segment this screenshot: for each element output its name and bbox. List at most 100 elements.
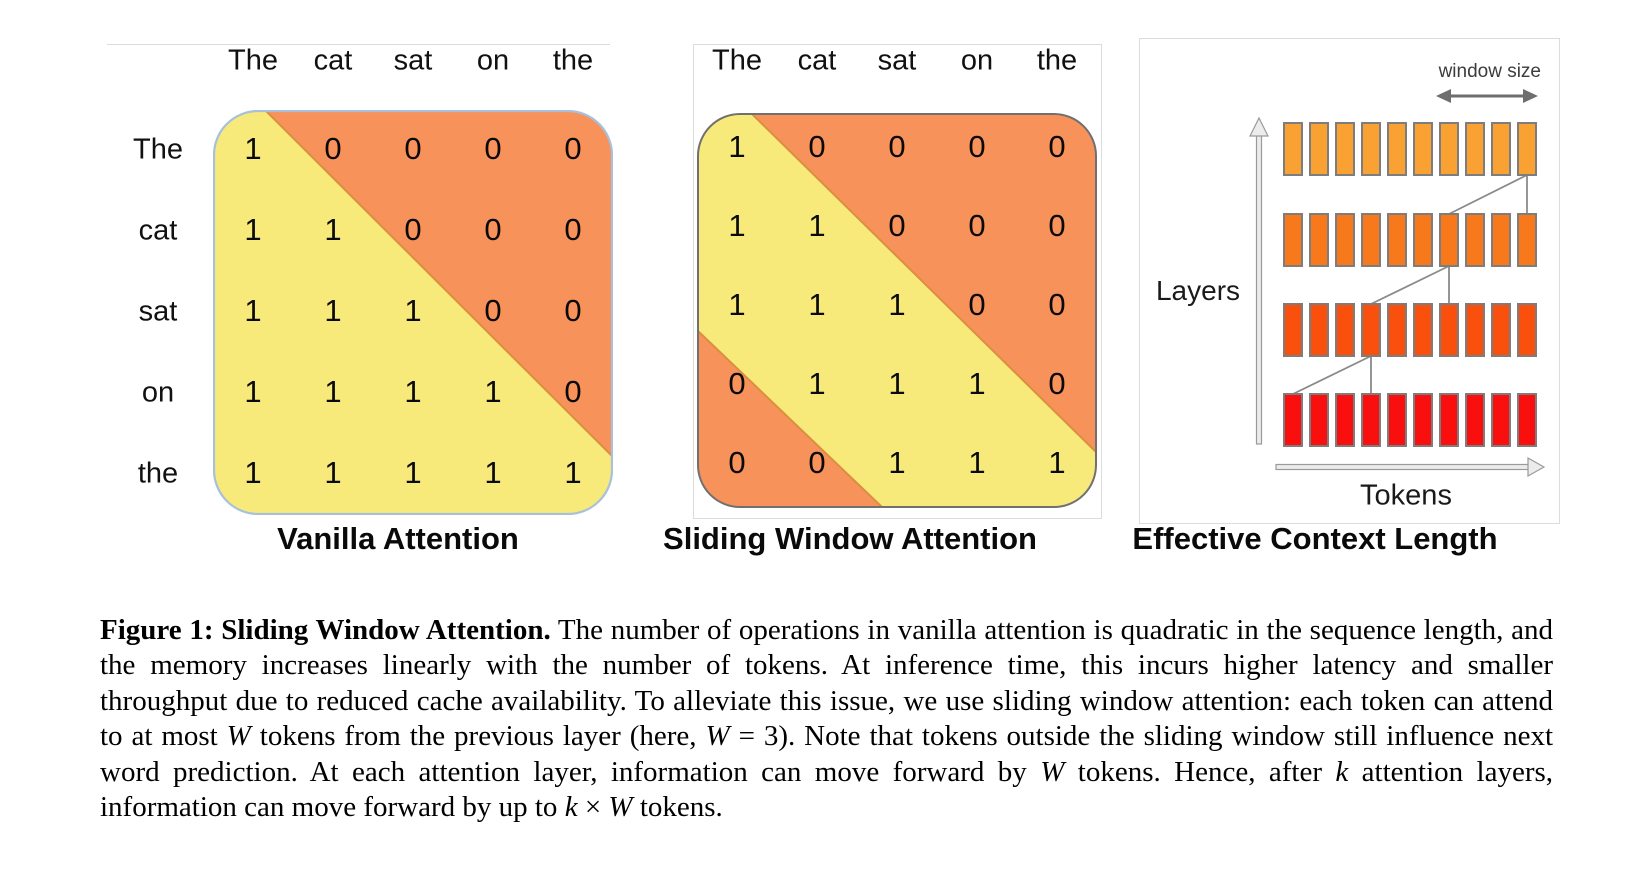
sliding-matrix-cell: 0 — [808, 445, 826, 480]
token-bar-layer3 — [1439, 303, 1459, 357]
vanilla-col-header: The — [228, 44, 278, 77]
token-bar-layer2 — [1413, 213, 1433, 267]
token-bar-layer1 — [1517, 122, 1537, 176]
vanilla-matrix-cell: 1 — [484, 374, 502, 409]
vanilla-matrix-cell: 0 — [484, 293, 502, 328]
token-bar-layer4 — [1309, 393, 1329, 447]
sliding-col-header: the — [1036, 44, 1078, 77]
lower-mask-boundary — [698, 329, 884, 507]
tokens-axis-arrow — [1275, 456, 1546, 478]
vanilla-matrix-cell: 0 — [564, 131, 582, 166]
sliding-matrix-cell: 1 — [728, 129, 746, 164]
sliding-matrix-cell: 1 — [1048, 445, 1066, 480]
sliding-matrix-cell: 0 — [1048, 366, 1066, 401]
vanilla-matrix-cell: 0 — [484, 131, 502, 166]
caption-run: W — [608, 791, 633, 824]
vanilla-row-header: cat — [138, 214, 178, 247]
token-bar-layer3 — [1387, 303, 1407, 357]
matrix-outline — [213, 110, 613, 515]
caption-run: × — [577, 791, 609, 824]
vanilla-matrix-cell: 0 — [564, 212, 582, 247]
left-panel-top-border — [107, 44, 610, 45]
token-bar-layer2 — [1517, 213, 1537, 267]
caption-run: W — [705, 720, 730, 753]
vanilla-matrix-cell: 1 — [244, 131, 262, 166]
sliding-matrix-cell: 1 — [808, 287, 826, 322]
vanilla-matrix-cell: 1 — [484, 455, 502, 490]
sliding-col-header: on — [960, 44, 994, 77]
vanilla-col-header: cat — [313, 44, 353, 77]
token-bar-layer3 — [1335, 303, 1355, 357]
vanilla-row-header: on — [141, 376, 175, 409]
matrix-outline — [697, 113, 1097, 508]
token-bar-layer1 — [1283, 122, 1303, 176]
caption-run: W — [226, 720, 251, 753]
vanilla-matrix-cell: 0 — [564, 374, 582, 409]
token-bar-layer3 — [1283, 303, 1303, 357]
figure-caption: Figure 1: Sliding Window Attention. The … — [100, 613, 1553, 825]
sliding-matrix-cell: 1 — [808, 366, 826, 401]
layers-axis-arrow — [1249, 116, 1269, 445]
token-bar-layer2 — [1309, 213, 1329, 267]
token-bar-layer2 — [1335, 213, 1355, 267]
sliding-matrix-cell: 0 — [968, 208, 986, 243]
caption-run: Figure 1: Sliding Window Attention. — [100, 614, 551, 646]
token-bar-layer1 — [1387, 122, 1407, 176]
sliding-matrix-cell: 0 — [1048, 208, 1066, 243]
vanilla-row-header: The — [133, 133, 183, 166]
sliding-matrix-cell: 0 — [968, 287, 986, 322]
caption-run: The number of operations in vanilla atte… — [100, 614, 1553, 753]
token-bar-layer1 — [1309, 122, 1329, 176]
window-size-label: window size — [1438, 61, 1541, 82]
sliding-col-header: cat — [797, 44, 837, 77]
sliding-matrix-cell: 1 — [728, 208, 746, 243]
window-connector-line — [1448, 174, 1528, 215]
window-size-arrow — [1436, 89, 1538, 103]
upper-mask-boundary — [750, 114, 1096, 454]
window-connector-line — [1292, 355, 1372, 395]
vanilla-attention-matrix — [213, 110, 613, 515]
caption-run: k — [564, 791, 578, 824]
attended-region — [214, 111, 612, 514]
token-bar-layer4 — [1465, 393, 1485, 447]
vanilla-row-header: the — [137, 457, 179, 490]
token-bar-layer2 — [1439, 213, 1459, 267]
caption-run: k — [1335, 755, 1349, 788]
vanilla-matrix-cell: 1 — [244, 212, 262, 247]
vanilla-matrix-cell: 1 — [324, 455, 342, 490]
token-bar-layer1 — [1439, 122, 1459, 176]
token-bar-layer4 — [1335, 393, 1355, 447]
caption-run: = 3). Note that tokens outside the slidi… — [100, 720, 1554, 788]
token-bar-layer3 — [1413, 303, 1433, 357]
caption-run: tokens. — [632, 791, 723, 824]
sliding-matrix-cell: 1 — [888, 287, 906, 322]
context-panel-box: window size Layers Tokens — [1139, 38, 1560, 524]
token-bar-layer3 — [1309, 303, 1329, 357]
sliding-panel-box — [693, 44, 1102, 519]
token-bar-layer2 — [1465, 213, 1485, 267]
sliding-matrix-cell: 1 — [888, 366, 906, 401]
sliding-matrix-cell: 0 — [888, 208, 906, 243]
token-bar-layer3 — [1465, 303, 1485, 357]
sliding-matrix-cell: 0 — [1048, 287, 1066, 322]
vanilla-matrix-cell: 1 — [324, 212, 342, 247]
vanilla-col-header: on — [476, 44, 510, 77]
vanilla-col-header: the — [552, 44, 594, 77]
token-bar-layer1 — [1335, 122, 1355, 176]
context-length-diagram — [1249, 89, 1546, 478]
token-bar-layer4 — [1517, 393, 1537, 447]
vanilla-matrix-cell: 1 — [324, 374, 342, 409]
vanilla-matrix-cell: 0 — [404, 212, 422, 247]
sliding-window-attention-title: Sliding Window Attention — [663, 521, 1037, 556]
sliding-matrix-cell: 1 — [888, 445, 906, 480]
sliding-window-attention-matrix — [697, 113, 1097, 508]
sliding-col-header: The — [712, 44, 762, 77]
vanilla-matrix-cell: 1 — [244, 293, 262, 328]
vanilla-matrix-cell: 1 — [244, 455, 262, 490]
token-bar-layer4 — [1387, 393, 1407, 447]
sliding-matrix-cell: 1 — [808, 208, 826, 243]
vanilla-col-header: sat — [393, 44, 433, 77]
token-bar-layer3 — [1361, 303, 1381, 357]
sliding-matrix-cell: 0 — [728, 366, 746, 401]
